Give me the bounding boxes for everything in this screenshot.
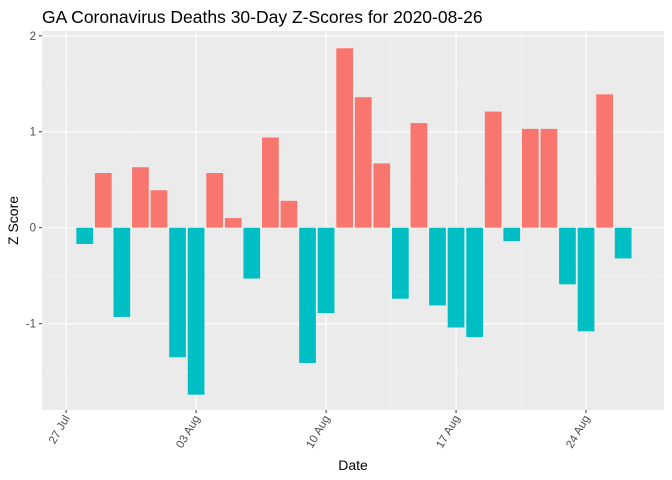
bar-2020-08-17 (447, 227, 465, 328)
bar-2020-08-24 (577, 227, 595, 332)
bar-2020-08-23 (559, 227, 576, 285)
bars (76, 48, 632, 395)
bar-2020-07-30 (113, 227, 131, 317)
y-tick-label: 1 (30, 127, 36, 139)
bar-2020-08-07 (262, 137, 279, 228)
bar-2020-07-31 (132, 167, 149, 228)
bar-2020-08-11 (336, 48, 353, 228)
bar-2020-08-19 (484, 111, 502, 228)
bar-2020-07-28 (76, 227, 94, 245)
bar-2020-08-22 (540, 128, 558, 228)
bar-2020-08-21 (521, 128, 539, 228)
chart-title: GA Coronavirus Deaths 30-Day Z-Scores fo… (42, 7, 483, 27)
bar-2020-08-09 (299, 227, 316, 363)
y-axis-title: Z Score (5, 196, 21, 245)
y-axis: 2 1 0 -1 (26, 31, 42, 331)
bar-2020-08-20 (503, 227, 521, 242)
bar-2020-08-25 (596, 94, 613, 228)
bar-2020-08-15 (410, 123, 428, 228)
bar-2020-08-18 (466, 227, 483, 338)
bar-2020-08-26 (614, 227, 632, 259)
bar-2020-08-02 (169, 227, 186, 358)
bar-2020-08-03 (187, 227, 205, 395)
y-tick-label: 2 (30, 31, 36, 43)
bar-2020-08-05 (224, 218, 242, 228)
bar-2020-08-14 (391, 227, 409, 299)
bar-2020-08-08 (280, 200, 298, 228)
y-tick-label: 0 (30, 223, 36, 235)
x-axis-title: Date (338, 457, 368, 473)
bar-2020-08-16 (429, 227, 446, 306)
bar-2020-08-12 (354, 97, 372, 228)
bar-2020-08-04 (206, 173, 224, 228)
bar-2020-08-01 (150, 190, 168, 228)
bar-2020-08-06 (243, 227, 261, 279)
y-tick-label: -1 (26, 319, 36, 331)
bar-2020-08-13 (373, 163, 391, 228)
bar-2020-07-29 (94, 173, 112, 228)
bar-2020-08-10 (317, 227, 335, 314)
